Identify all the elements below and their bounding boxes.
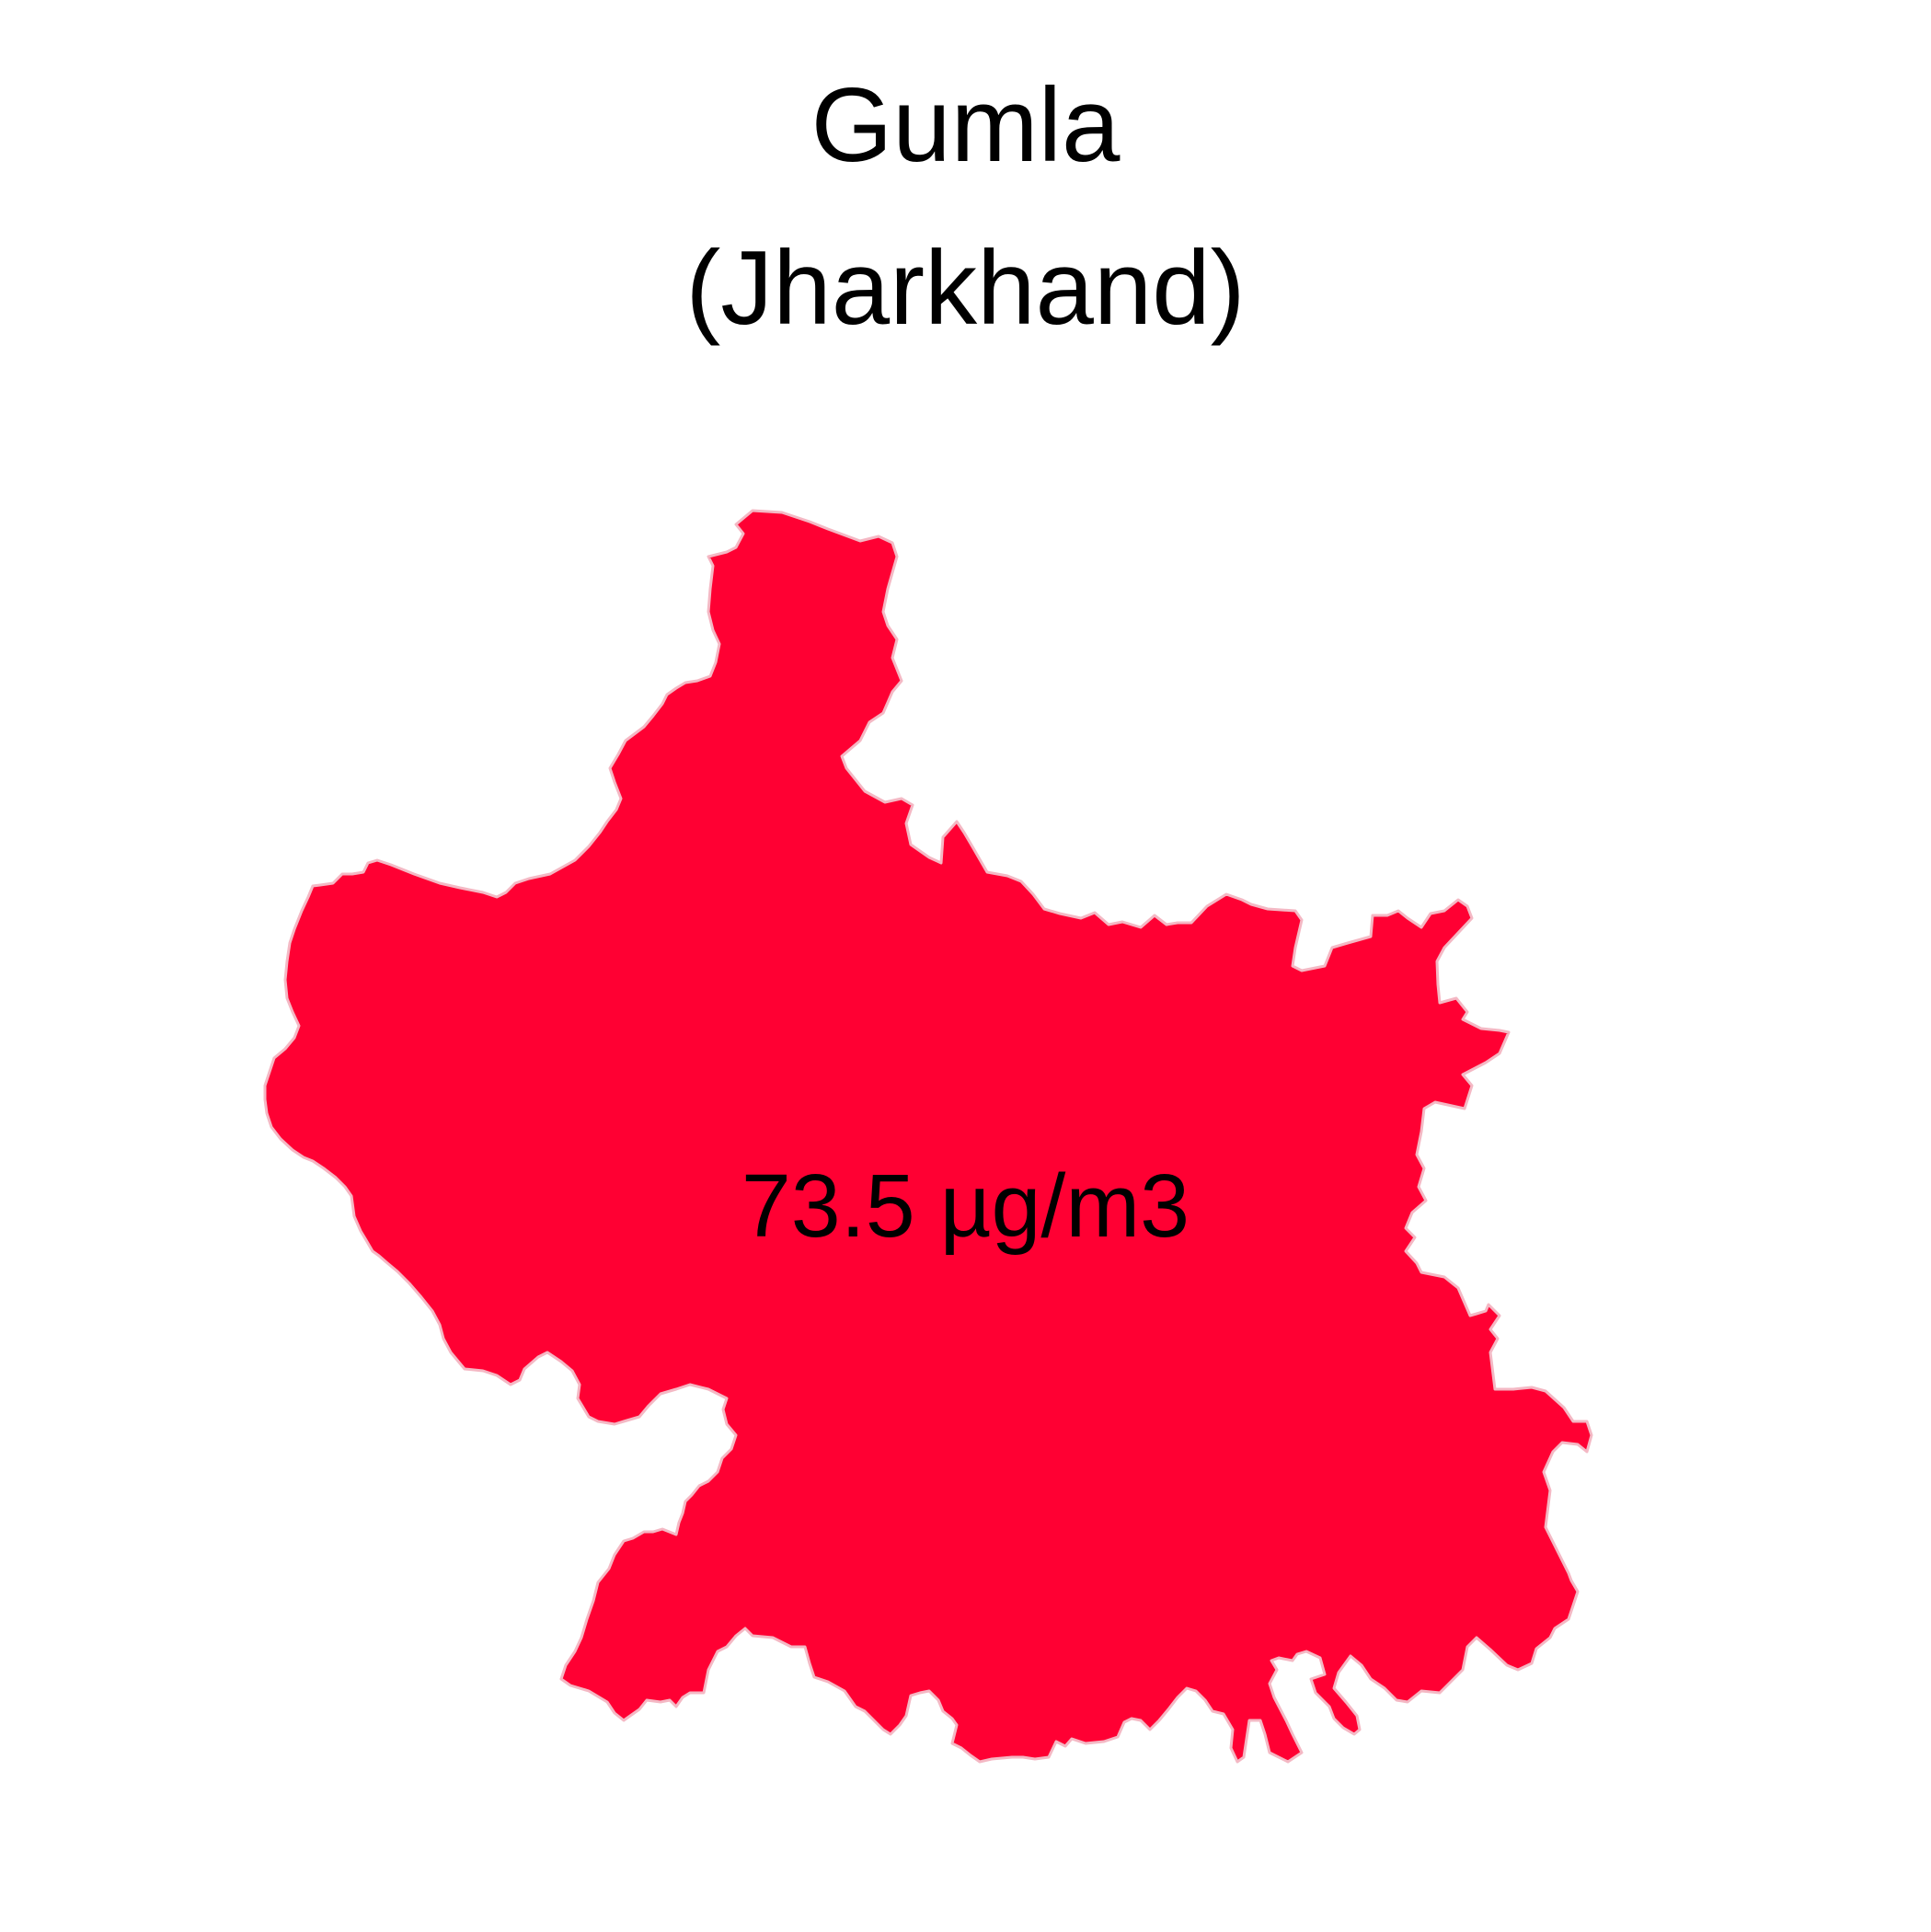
map-title: Gumla xyxy=(810,67,1121,184)
district-region-gumla[interactable] xyxy=(263,509,1593,1764)
map-subtitle-state: (Jharkhand) xyxy=(685,230,1246,347)
region-value-label: 73.5 µg/m3 xyxy=(741,1156,1190,1256)
